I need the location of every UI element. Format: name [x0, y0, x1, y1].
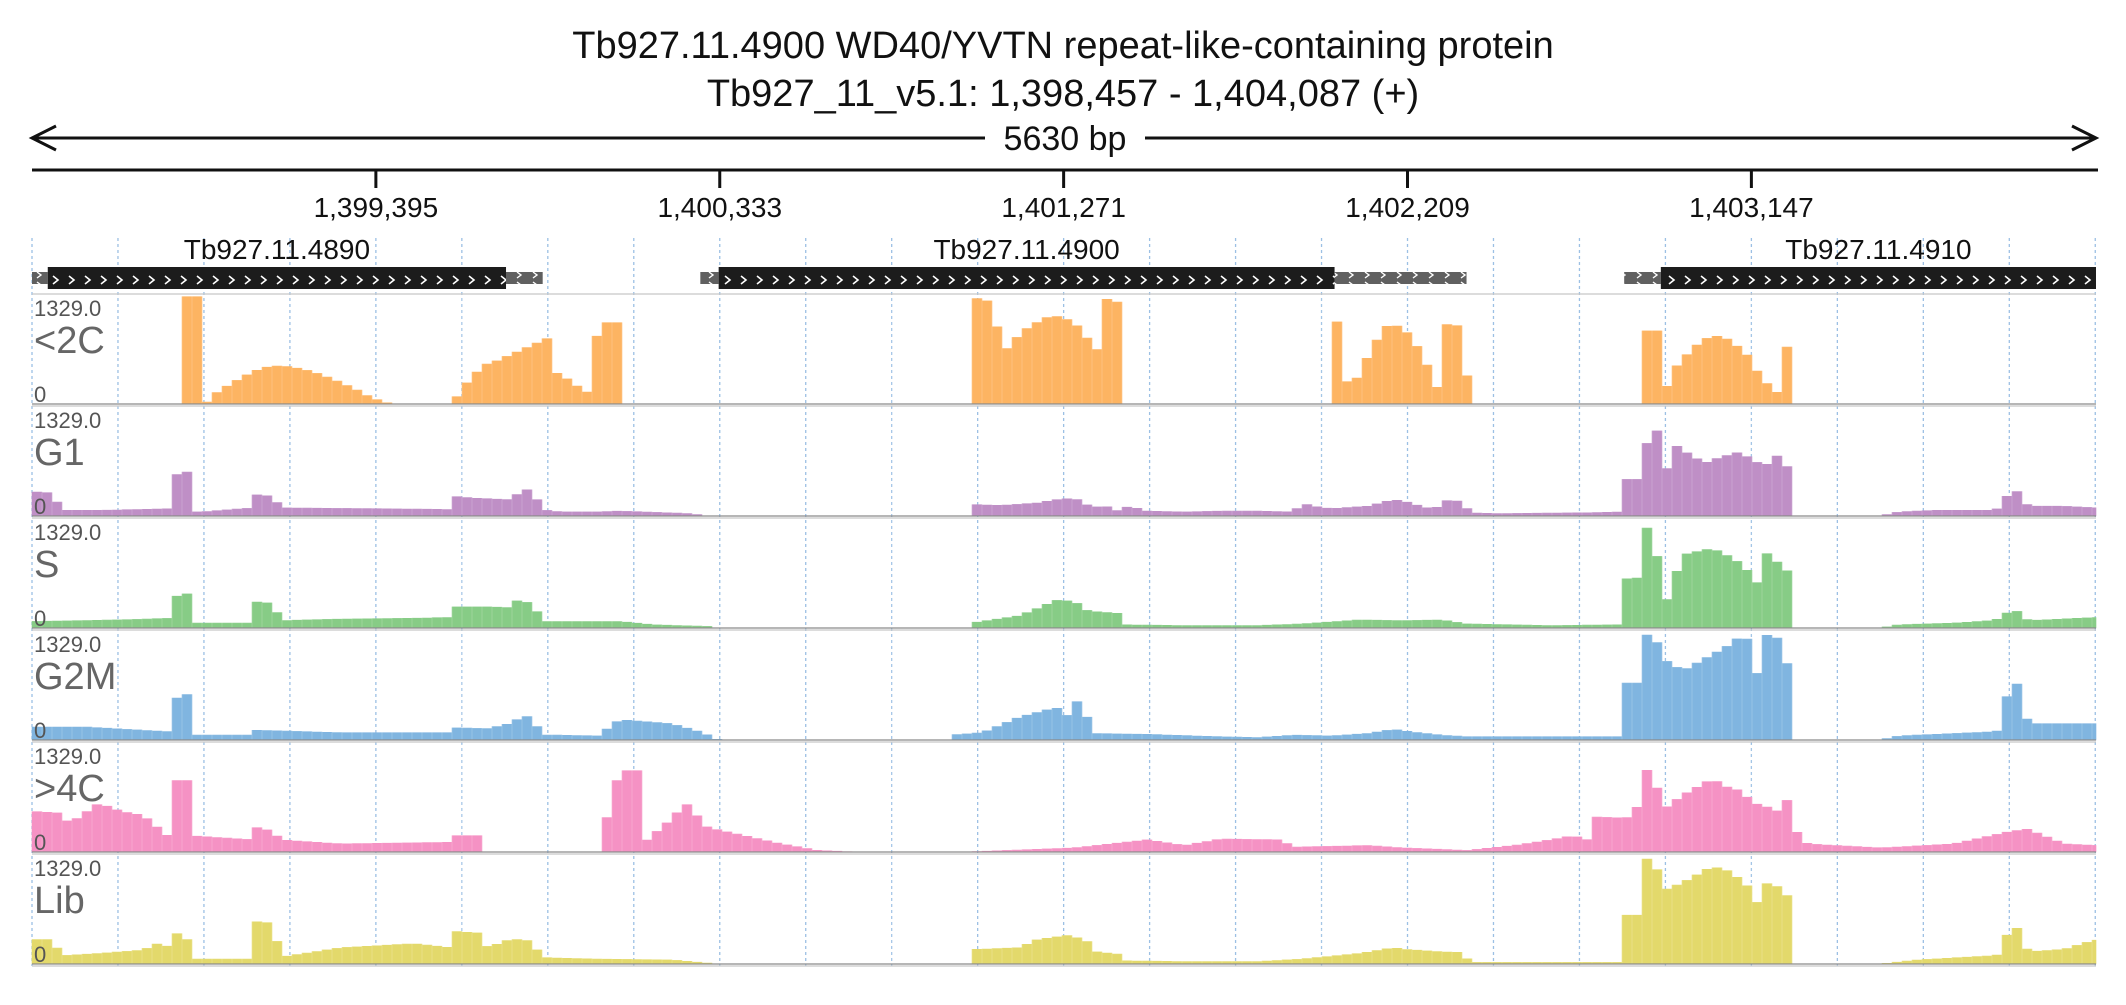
- track-ymin-label: 0: [34, 494, 46, 519]
- coverage-area: [31, 634, 2097, 741]
- track-name: <2C: [34, 320, 105, 362]
- span-label: 5630 bp: [1004, 120, 1127, 158]
- coverage-bin-lines: [41, 856, 2093, 964]
- track-name: >4C: [34, 768, 105, 810]
- track-name: Lib: [34, 880, 85, 922]
- ruler: 1,399,395 1,400,333 1,401,271 1,402,209 1,40…: [32, 168, 2098, 223]
- track-ymin-label: 0: [34, 830, 46, 855]
- gene-model[interactable]: Tb927.11.4910: [1624, 234, 2096, 289]
- gene-utr3-arrows: [1334, 272, 1467, 284]
- track-ymax-label: 1329.0: [34, 408, 101, 433]
- ruler-tick-label: 1,399,395: [314, 192, 439, 223]
- gene-utr5-arrows: [1624, 272, 1661, 284]
- gene-model[interactable]: Tb927.11.4890: [32, 234, 543, 289]
- coverage-bin-lines: [41, 408, 2093, 516]
- track-ymax-label: 1329.0: [34, 856, 101, 881]
- gene-model[interactable]: Tb927.11.4900: [700, 234, 1467, 289]
- coverage-track: 1329.0<2C 0: [32, 293, 2096, 407]
- track-ymin-label: 0: [34, 718, 46, 743]
- coverage-bin-lines: [41, 520, 2093, 628]
- gene-models: Tb927.11.4890 Tb927.11.4900 Tb927.11.4910: [32, 234, 2096, 289]
- track-ymax-label: 1329.0: [34, 744, 101, 769]
- coverage-bin-lines: [41, 744, 2093, 852]
- track-ymin-label: 0: [34, 606, 46, 631]
- gene-location: Tb927_11_v5.1: 1,398,457 - 1,404,087 (+): [707, 73, 1419, 115]
- gene-cds-arrows: [47, 270, 507, 286]
- coverage-track: 1329.0>4C 0: [31, 741, 2097, 855]
- gene-label[interactable]: Tb927.11.4900: [933, 234, 1119, 265]
- gene-title: Tb927.11.4900 WD40/YVTN repeat-like-cont…: [572, 25, 1554, 67]
- track-ymin-label: 0: [34, 942, 46, 967]
- coverage-tracks: 1329.0<2C01329.0G101329.0S01329.0G2M0132…: [31, 293, 2097, 967]
- track-name: G2M: [34, 656, 116, 698]
- coverage-bin-lines: [41, 296, 2093, 404]
- coverage-area: [31, 430, 2097, 517]
- gene-label[interactable]: Tb927.11.4910: [1785, 234, 1971, 265]
- ruler-tick-label: 1,402,209: [1345, 192, 1470, 223]
- ruler-tick-label: 1,401,271: [1001, 192, 1126, 223]
- track-ymax-label: 1329.0: [34, 296, 101, 321]
- coverage-track: 1329.0S 0: [31, 517, 2097, 631]
- gene-label[interactable]: Tb927.11.4890: [184, 234, 370, 265]
- coverage-bin-lines: [41, 632, 2093, 740]
- ruler-tick-label: 1,403,147: [1689, 192, 1814, 223]
- gene-utr3-arrows: [506, 272, 543, 284]
- track-ymin-label: 0: [34, 382, 46, 407]
- coverage-area: [31, 858, 2097, 965]
- ruler-tick-label: 1,400,333: [657, 192, 782, 223]
- gene-utr5-arrows: [32, 272, 48, 284]
- gene-cds-arrows: [1660, 270, 2096, 286]
- track-name: G1: [34, 432, 85, 474]
- gene-utr5-arrows: [700, 272, 719, 284]
- track-ymax-label: 1329.0: [34, 520, 101, 545]
- span-arrow: 5630 bp: [28, 120, 2100, 158]
- coverage-track: 1329.0G1 0: [31, 405, 2097, 519]
- track-ymax-label: 1329.0: [34, 632, 101, 657]
- coverage-area: [31, 527, 2097, 629]
- coverage-area: [32, 296, 2096, 405]
- track-name: S: [34, 544, 59, 586]
- gene-cds-arrows: [718, 270, 1335, 286]
- coverage-area: [31, 770, 2097, 853]
